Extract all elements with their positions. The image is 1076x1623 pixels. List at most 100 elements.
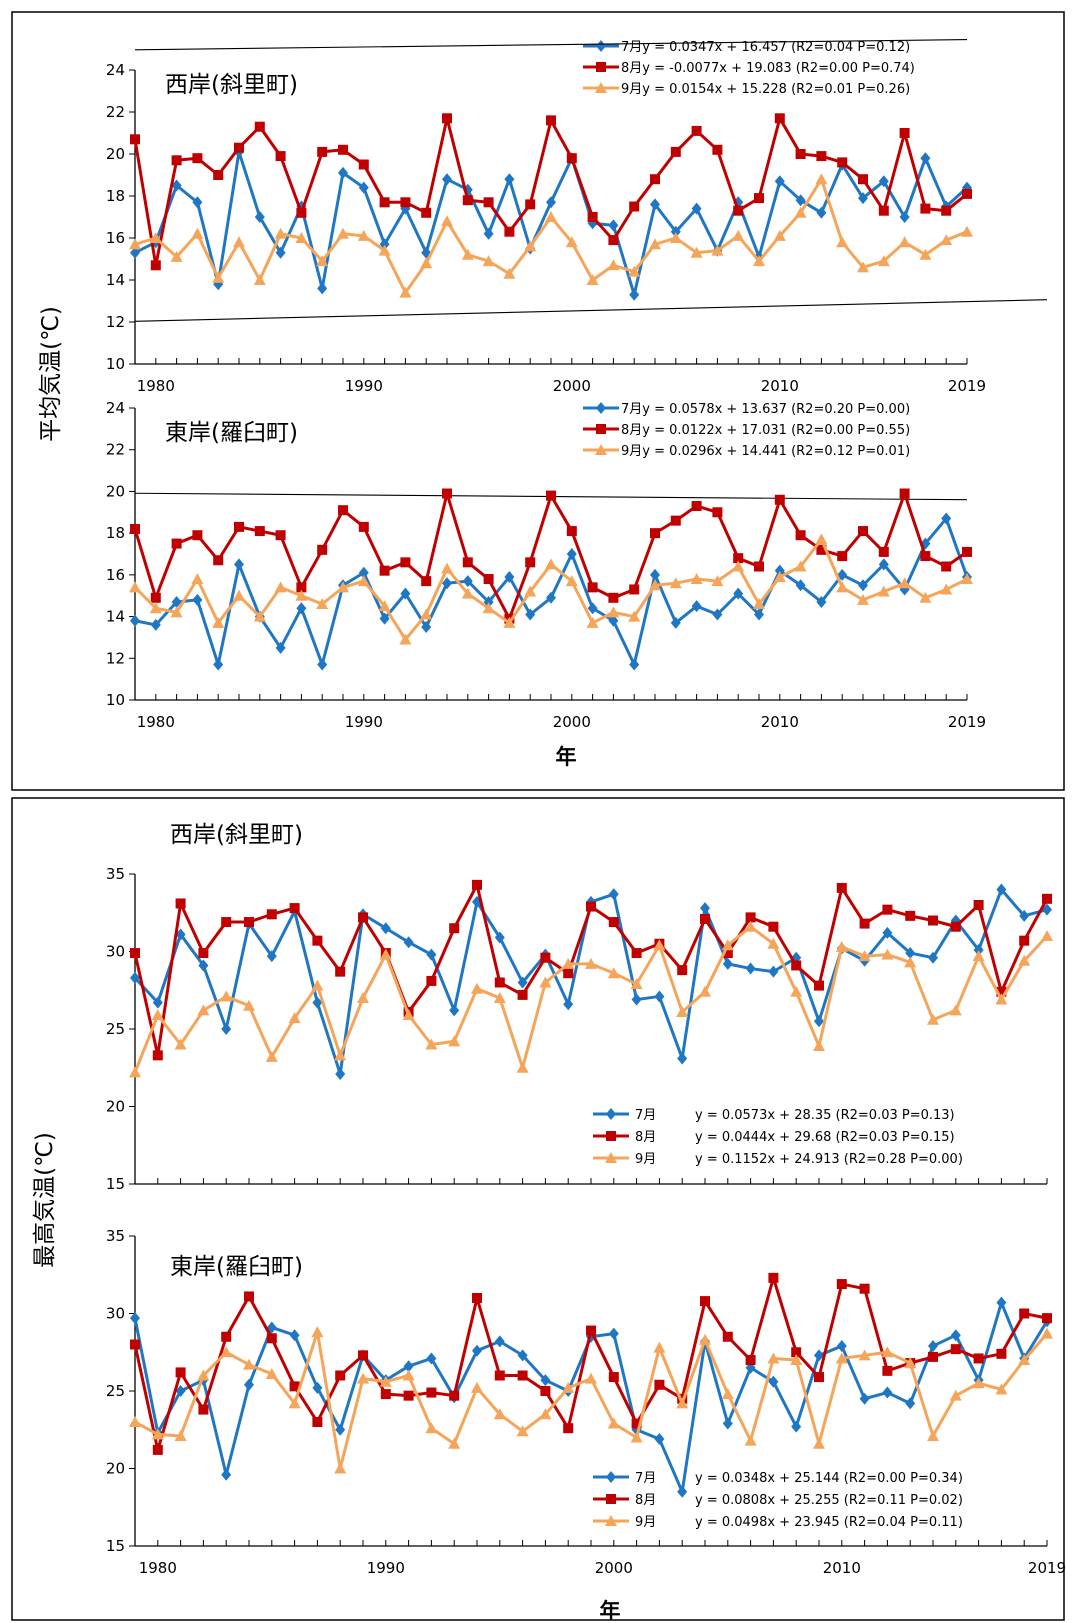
data-point xyxy=(357,1372,369,1384)
data-point xyxy=(288,1397,301,1409)
data-point xyxy=(649,579,661,591)
data-point xyxy=(813,1437,825,1449)
data-point xyxy=(691,125,702,136)
x-tick-label: 2000 xyxy=(595,1559,633,1577)
x-tick-label: 1980 xyxy=(139,1559,177,1577)
y-tick-label: 30 xyxy=(106,1305,125,1323)
data-point xyxy=(275,151,286,162)
data-point xyxy=(494,1335,505,1348)
data-point xyxy=(858,192,868,205)
data-point xyxy=(493,1408,506,1420)
data-point xyxy=(275,530,286,541)
legend-label: 9月y = 0.0296x + 14.441 (R2=0.12 P=0.01) xyxy=(621,444,910,459)
data-point xyxy=(835,1352,848,1364)
data-point xyxy=(631,1418,642,1429)
data-point xyxy=(546,591,556,604)
data-point xyxy=(471,1381,483,1393)
data-point xyxy=(676,1005,689,1017)
data-point xyxy=(420,608,433,620)
data-point xyxy=(608,1327,619,1340)
data-point xyxy=(425,1038,438,1050)
data-point xyxy=(403,936,414,949)
data-point xyxy=(905,947,916,960)
data-point xyxy=(566,548,577,560)
data-point xyxy=(905,910,916,921)
ylabel-max: 最高気温(℃) xyxy=(32,1132,58,1268)
data-point xyxy=(596,62,606,72)
data-point xyxy=(540,952,551,963)
data-point xyxy=(608,614,619,627)
data-point xyxy=(516,1061,529,1073)
data-point xyxy=(233,236,245,248)
data-point xyxy=(175,1385,186,1397)
data-point xyxy=(546,196,556,209)
data-point xyxy=(358,912,368,923)
y-tick-label: 12 xyxy=(106,649,125,667)
data-point xyxy=(265,1050,278,1062)
data-point xyxy=(669,232,682,243)
data-point xyxy=(130,1312,140,1325)
data-point xyxy=(539,1408,552,1420)
y-tick-label: 35 xyxy=(106,865,125,883)
y-tick-label: 12 xyxy=(106,313,125,331)
data-point xyxy=(919,248,932,260)
data-point xyxy=(379,1375,392,1387)
data-point xyxy=(920,551,931,562)
legend-entry-9月: 9月 y = 0.0498x + 23.945 (R2=0.04 P=0.11) xyxy=(593,1515,963,1530)
data-point xyxy=(941,512,952,525)
data-point xyxy=(221,1023,232,1035)
data-point xyxy=(608,219,619,232)
data-point xyxy=(928,1340,938,1353)
data-point xyxy=(949,1004,962,1016)
data-point xyxy=(426,975,437,986)
data-point xyxy=(266,950,277,963)
data-point xyxy=(266,1321,277,1334)
data-point xyxy=(462,557,473,568)
data-point xyxy=(733,205,744,216)
data-point xyxy=(317,282,328,295)
data-point xyxy=(338,144,348,155)
data-point xyxy=(198,948,209,959)
xlabel-mean: 年 xyxy=(556,745,577,769)
y-tick-label: 18 xyxy=(106,187,125,205)
data-point xyxy=(815,533,828,545)
data-point xyxy=(941,561,952,572)
data-point xyxy=(317,658,328,671)
data-point xyxy=(562,1381,575,1393)
data-point xyxy=(904,1357,917,1369)
data-point xyxy=(996,986,1007,997)
data-point xyxy=(596,402,606,414)
data-point xyxy=(275,641,286,654)
data-point xyxy=(171,538,182,549)
data-point xyxy=(691,600,702,613)
legend-label: 7月y = 0.0578x + 13.637 (R2=0.20 P=0.00) xyxy=(621,402,910,417)
legend-entry-9月: 9月y = 0.0154x + 15.228 (R2=0.01 P=0.26) xyxy=(583,82,910,97)
data-point xyxy=(525,557,536,568)
data-point xyxy=(595,82,607,93)
data-point xyxy=(606,1494,616,1504)
data-point xyxy=(858,579,868,592)
data-point xyxy=(859,918,870,929)
data-point xyxy=(442,488,452,499)
y-tick-label: 15 xyxy=(106,1537,125,1555)
data-point xyxy=(253,610,266,622)
data-point xyxy=(815,173,828,185)
data-point xyxy=(129,1066,141,1078)
data-point xyxy=(691,501,702,512)
data-point xyxy=(1018,1354,1031,1365)
data-point xyxy=(996,1296,1007,1309)
data-point xyxy=(316,598,329,610)
data-point xyxy=(961,573,973,585)
data-point xyxy=(399,286,412,298)
figure-frame-mean xyxy=(11,11,1065,791)
data-point xyxy=(170,606,183,618)
data-point xyxy=(733,553,744,564)
data-point xyxy=(421,207,432,218)
data-point xyxy=(722,957,733,970)
data-point xyxy=(1042,893,1052,904)
panel-title: 東岸(羅臼町) xyxy=(170,1254,303,1280)
data-point xyxy=(596,40,606,52)
data-point xyxy=(972,1377,985,1389)
data-point xyxy=(858,174,868,185)
data-point xyxy=(338,166,348,179)
